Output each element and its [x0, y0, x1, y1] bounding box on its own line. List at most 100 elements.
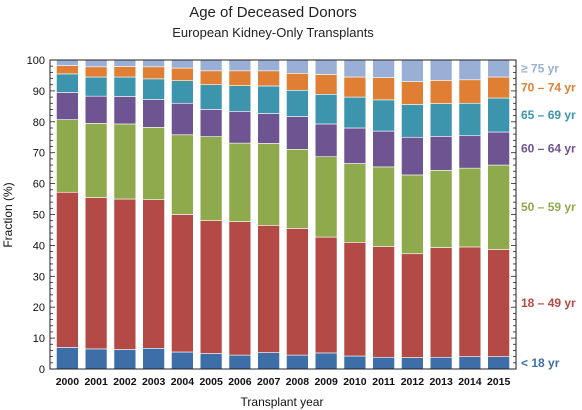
bar-segment-2006-series-6	[228, 59, 252, 72]
x-tick-label: 2011	[372, 376, 395, 388]
y-tick-label: 50	[33, 210, 45, 222]
x-tick-label: 2009	[314, 376, 338, 388]
bar-segment-2012-series-6	[401, 59, 424, 82]
bar-segment-2008-series-0	[286, 354, 309, 370]
bar-segment-2015-series-0	[487, 356, 510, 370]
bar-segment-2011-series-3	[372, 130, 395, 168]
y-tick-label: 40	[33, 240, 45, 252]
bar-segment-2011-series-5	[372, 77, 395, 101]
bar-segment-2006-series-5	[228, 70, 252, 86]
x-tick-label: 2000	[56, 376, 80, 388]
bar-segment-2011-series-0	[372, 356, 395, 370]
y-tick-label: 20	[33, 302, 45, 314]
bar-segment-2000-series-3	[56, 92, 79, 120]
bar-segment-2002-series-0	[113, 349, 137, 370]
x-tick-label: 2001	[84, 376, 108, 388]
bar-segment-2000-series-5	[56, 65, 79, 75]
bar-segment-2004-series-2	[171, 134, 194, 215]
bar-segment-2006-series-4	[228, 85, 252, 112]
bar-segment-2007-series-3	[257, 113, 280, 144]
bar-segment-2015-series-2	[487, 164, 510, 250]
bar-segment-2014-series-0	[458, 356, 482, 370]
legend-label-series-1: 18 – 49 yr	[521, 296, 576, 310]
bar-segment-2004-series-4	[171, 80, 194, 104]
bar-segment-2013-series-4	[429, 103, 453, 137]
bar-segment-2006-series-0	[228, 354, 252, 370]
bar-segment-2013-series-5	[429, 80, 453, 104]
bar-segment-2003-series-2	[142, 127, 165, 200]
bar-segment-2000-series-1	[56, 191, 79, 348]
bar-segment-2008-series-6	[286, 59, 309, 74]
bar-segment-2001-series-0	[84, 348, 108, 370]
bar-segment-2015-series-6	[487, 59, 510, 78]
bar-segment-2014-series-1	[458, 246, 482, 357]
bar-segment-2009-series-4	[314, 94, 338, 125]
bar-segment-2013-series-3	[429, 136, 453, 171]
axes-layer: 2000 2001 2002 2003 2004 2005 2006 2007 2008 2009…	[27, 55, 517, 388]
chart-title: Age of Deceased Donors	[189, 4, 357, 21]
bar-segment-2002-series-1	[113, 198, 137, 350]
legend-label-series-2: 50 – 59 yr	[521, 200, 576, 214]
bar-segment-2008-series-4	[286, 89, 309, 117]
bar-segment-2007-series-4	[257, 85, 280, 114]
bar-segment-2001-series-6	[84, 59, 108, 68]
bar-segment-2002-series-3	[113, 96, 137, 125]
bar-segment-2001-series-3	[84, 95, 108, 124]
bar-segment-2010-series-5	[343, 76, 367, 98]
bar-segment-2004-series-0	[171, 351, 194, 370]
bar-segment-2014-series-4	[458, 102, 482, 137]
x-axis-label: Transplant year	[241, 395, 324, 409]
bar-segment-2001-series-1	[84, 197, 108, 350]
bar-segment-2012-series-4	[401, 104, 424, 138]
bar-segment-2009-series-0	[314, 352, 338, 370]
legend: < 18 yr 18 – 49 yr 50 – 59 yr 60 – 64 yr 65 …	[521, 62, 576, 370]
x-tick-label: 2008	[286, 376, 310, 388]
bar-segment-2002-series-5	[113, 66, 137, 78]
bar-segment-2000-series-6	[56, 59, 79, 66]
bar-segment-2011-series-6	[372, 59, 395, 78]
bar-segment-2007-series-0	[257, 352, 280, 370]
x-tick-label: 2006	[228, 376, 252, 388]
y-tick-label: 70	[33, 148, 45, 160]
x-tick-label: 2010	[343, 376, 367, 388]
bar-segment-2015-series-1	[487, 249, 510, 357]
bar-segment-2003-series-0	[142, 347, 165, 370]
bar-segment-2000-series-0	[56, 347, 79, 370]
bar-segment-2015-series-3	[487, 131, 510, 166]
bar-segment-2013-series-2	[429, 170, 453, 248]
bar-segment-2007-series-2	[257, 143, 280, 226]
x-tick-label: 2013	[429, 376, 453, 388]
y-tick-label: 10	[33, 333, 45, 345]
bar-segment-2003-series-3	[142, 99, 165, 128]
x-tick-label: 2003	[142, 376, 166, 388]
bar-segment-2009-series-5	[314, 74, 338, 95]
legend-label-series-4: 65 – 69 yr	[521, 108, 576, 122]
bar-segment-2005-series-2	[199, 136, 223, 221]
bar-segment-2005-series-6	[199, 59, 223, 72]
x-tick-label: 2007	[257, 376, 281, 388]
bar-segment-2008-series-2	[286, 149, 309, 229]
bar-segment-2009-series-3	[314, 123, 338, 158]
bar-segment-2000-series-4	[56, 73, 79, 93]
bar-segment-2010-series-4	[343, 96, 367, 129]
x-tick-label: 2015	[487, 376, 511, 388]
legend-label-series-5: 70 – 74 yr	[521, 81, 576, 95]
bar-segment-2007-series-5	[257, 70, 280, 87]
bar-segment-2009-series-1	[314, 236, 338, 354]
bar-segment-2010-series-1	[343, 242, 367, 357]
bar-segment-2010-series-2	[343, 163, 367, 243]
y-tick-label: 30	[33, 271, 45, 283]
bar-segment-2002-series-4	[113, 76, 137, 97]
y-tick-label: 60	[33, 179, 45, 191]
bar-segment-2004-series-6	[171, 59, 194, 69]
bar-segment-2006-series-1	[228, 221, 252, 356]
bar-segment-2006-series-3	[228, 110, 252, 144]
bar-segment-2015-series-5	[487, 76, 510, 99]
bar-segment-2001-series-2	[84, 123, 108, 198]
y-tick-label: 90	[33, 86, 45, 98]
bar-segment-2000-series-2	[56, 119, 79, 193]
bar-segment-2005-series-1	[199, 220, 223, 354]
bar-segment-2011-series-1	[372, 246, 395, 358]
